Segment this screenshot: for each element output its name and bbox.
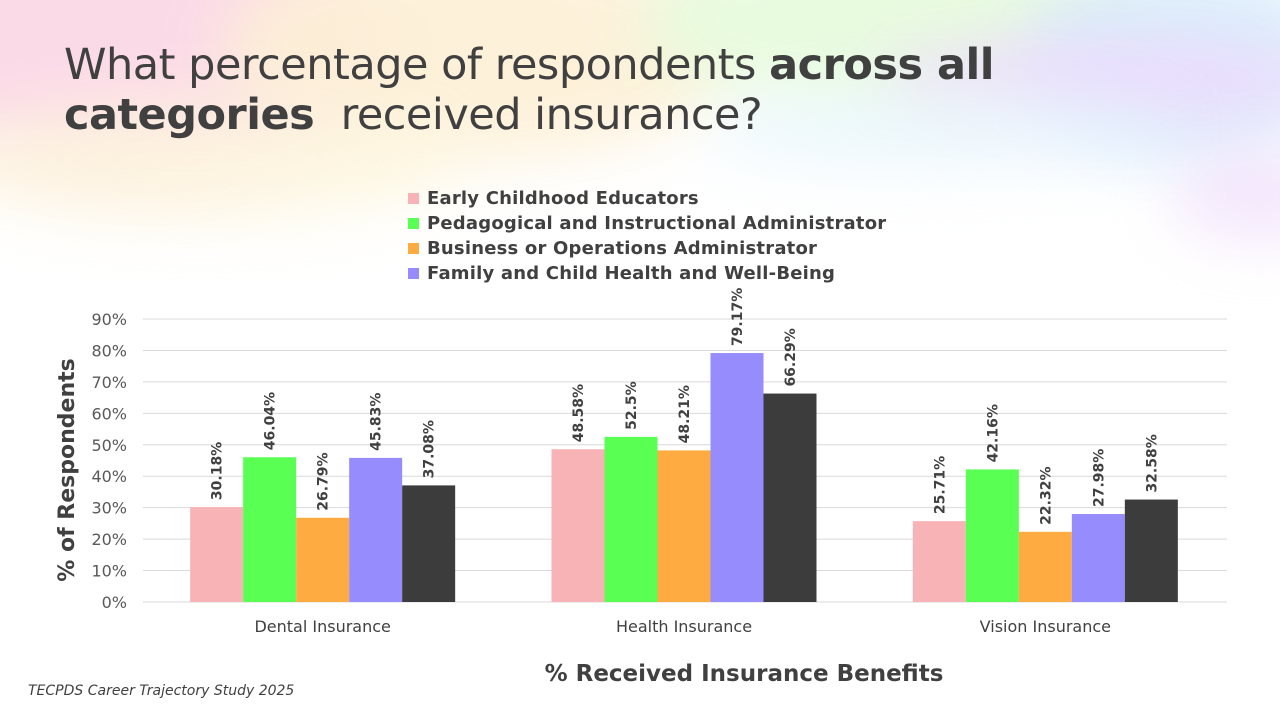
y-tick-label: 80% xyxy=(91,341,127,360)
y-tick-label: 10% xyxy=(91,562,127,581)
title-part-bold: categories xyxy=(64,90,315,140)
y-tick-label: 70% xyxy=(91,373,127,392)
legend-label: Family and Child Health and Well-Being xyxy=(427,263,836,284)
legend-label: Business or Operations Administrator xyxy=(427,238,818,259)
bar xyxy=(965,469,1019,602)
bars xyxy=(190,353,1178,602)
legend-label: Pedagogical and Instructional Administra… xyxy=(427,213,887,234)
data-label: 37.08% xyxy=(422,420,438,478)
legend-item: Family and Child Health and Well-Being xyxy=(408,261,886,286)
slide-title: What percentage of respondents across al… xyxy=(64,40,1064,140)
legend-swatch xyxy=(408,268,419,279)
legend-swatch xyxy=(408,243,419,254)
data-label: 25.71% xyxy=(932,456,948,514)
y-tick-label: 40% xyxy=(91,467,127,486)
data-label: 45.83% xyxy=(369,393,385,451)
x-category-label: Vision Insurance xyxy=(980,617,1111,636)
data-label: 46.04% xyxy=(263,392,279,450)
x-axis-title: % Received Insurance Benefits xyxy=(545,661,944,687)
data-label: 26.79% xyxy=(316,452,332,510)
bar xyxy=(349,457,403,602)
data-label: 79.17% xyxy=(730,288,746,346)
bar xyxy=(710,353,764,602)
title-part-bold: across all xyxy=(769,40,995,90)
data-label: 42.16% xyxy=(985,404,1001,462)
bar xyxy=(402,485,456,602)
legend-item: Pedagogical and Instructional Administra… xyxy=(408,211,886,236)
y-tick-label: 0% xyxy=(102,593,127,612)
y-tick-label: 60% xyxy=(91,404,127,423)
x-category-label: Dental Insurance xyxy=(254,617,390,636)
bar xyxy=(1071,514,1125,602)
data-label: 52.5% xyxy=(624,381,640,430)
legend-swatch xyxy=(408,193,419,204)
data-label: 48.58% xyxy=(571,384,587,442)
data-label: 22.32% xyxy=(1038,467,1054,525)
bar xyxy=(551,449,605,602)
y-tick-label: 50% xyxy=(91,436,127,455)
bar xyxy=(243,457,297,602)
y-tick-label: 90% xyxy=(91,310,127,329)
data-label: 66.29% xyxy=(783,328,799,386)
data-label: 27.98% xyxy=(1091,449,1107,507)
bar xyxy=(604,436,658,602)
legend-item: Business or Operations Administrator xyxy=(408,236,886,261)
legend-swatch xyxy=(408,218,419,229)
chart-legend: Early Childhood Educators Pedagogical an… xyxy=(408,186,886,286)
title-part: received insurance? xyxy=(314,90,763,140)
y-axis-ticks: 0% 10% 20% 30% 40% 50% 60% 70% 80% 90% xyxy=(91,310,127,612)
y-axis-title: % of Respondents xyxy=(55,358,80,581)
legend-label: Early Childhood Educators xyxy=(427,188,699,209)
bar xyxy=(1018,531,1072,602)
bar xyxy=(190,507,244,602)
title-part: What percentage of respondents xyxy=(64,40,770,90)
bar xyxy=(296,517,350,602)
data-label: 32.58% xyxy=(1144,434,1160,492)
x-category-label: Health Insurance xyxy=(616,617,752,636)
data-labels: 30.18% 46.04% 26.79% 45.83% 37.08% 48.58% 52.5… xyxy=(210,288,1161,525)
y-tick-label: 20% xyxy=(91,530,127,549)
data-label: 48.21% xyxy=(677,385,693,443)
bar xyxy=(763,393,817,602)
bar xyxy=(1124,499,1178,602)
data-label: 30.18% xyxy=(210,442,226,500)
source-citation: TECPDS Career Trajectory Study 2025 xyxy=(28,683,295,699)
y-tick-label: 30% xyxy=(91,499,127,518)
x-axis-categories: Dental Insurance Health Insurance Vision I… xyxy=(254,617,1111,636)
legend-item: Early Childhood Educators xyxy=(408,186,886,211)
bar xyxy=(657,450,711,602)
bar xyxy=(912,521,966,602)
